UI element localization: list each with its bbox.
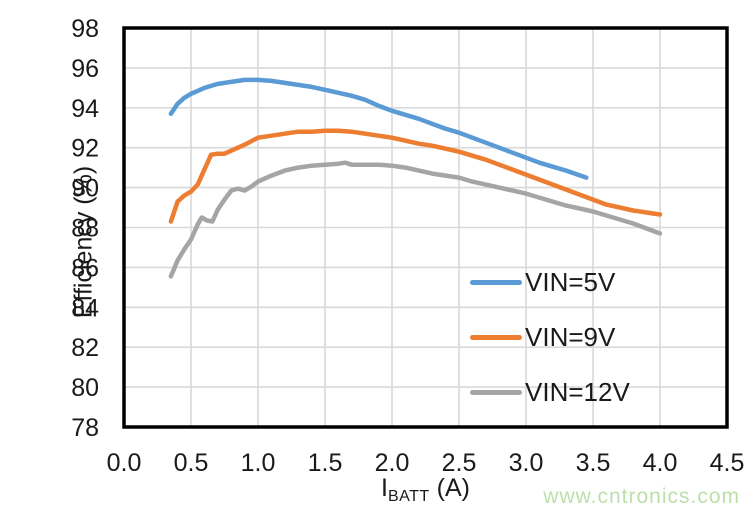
x-tick-label: 0.5 <box>174 449 209 477</box>
y-tick-label: 86 <box>71 254 99 282</box>
x-tick-label: 4.0 <box>643 449 678 477</box>
series-line-vin-9v <box>168 128 663 224</box>
x-tick-label: 1.5 <box>308 449 343 477</box>
x-axis-title-subscript: BATT <box>387 488 430 505</box>
x-tick-label: 1.0 <box>241 449 276 477</box>
y-tick-label: 92 <box>71 135 99 163</box>
x-tick-label: 3.5 <box>576 449 611 477</box>
watermark: www.cntronics.com <box>543 485 740 508</box>
plot-frame <box>122 26 729 429</box>
x-tick-label: 2.0 <box>375 449 410 477</box>
y-tick-label: 82 <box>71 334 99 362</box>
legend-line-icon <box>470 335 522 340</box>
y-tick-label: 80 <box>71 374 99 402</box>
series-line-vin-12v <box>168 160 663 279</box>
y-tick-label: 98 <box>71 15 99 43</box>
legend-label: VIN=5V <box>525 267 616 297</box>
y-tick-label: 90 <box>71 175 99 203</box>
y-tick-label: 78 <box>71 414 99 442</box>
legend: VIN=5V VIN=9V VIN=12V <box>470 267 630 407</box>
y-tick-label: 96 <box>71 55 99 83</box>
x-tick-label: 2.5 <box>442 449 477 477</box>
x-tick-label: 4.5 <box>710 449 745 477</box>
legend-item-vin5: VIN=5V <box>470 267 630 297</box>
legend-item-vin12: VIN=12V <box>470 377 630 407</box>
y-tick-label: 94 <box>71 95 99 123</box>
x-tick-label: 3.0 <box>509 449 544 477</box>
y-tick-label: 84 <box>71 294 99 322</box>
y-axis-title: Efficiency (%) <box>69 165 98 319</box>
x-axis-title: IBATT (A) <box>124 474 727 506</box>
x-axis-title-unit: (A) <box>429 474 470 502</box>
legend-label: VIN=12V <box>525 377 630 407</box>
legend-line-icon <box>470 390 522 395</box>
y-tick-label: 88 <box>71 215 99 243</box>
x-tick-label: 0.0 <box>107 449 142 477</box>
legend-line-icon <box>470 280 522 285</box>
legend-item-vin9: VIN=9V <box>470 322 630 352</box>
x-axis-title-symbol: I <box>381 474 388 502</box>
legend-label: VIN=9V <box>525 322 616 352</box>
series-line-vin-5v <box>168 77 589 180</box>
